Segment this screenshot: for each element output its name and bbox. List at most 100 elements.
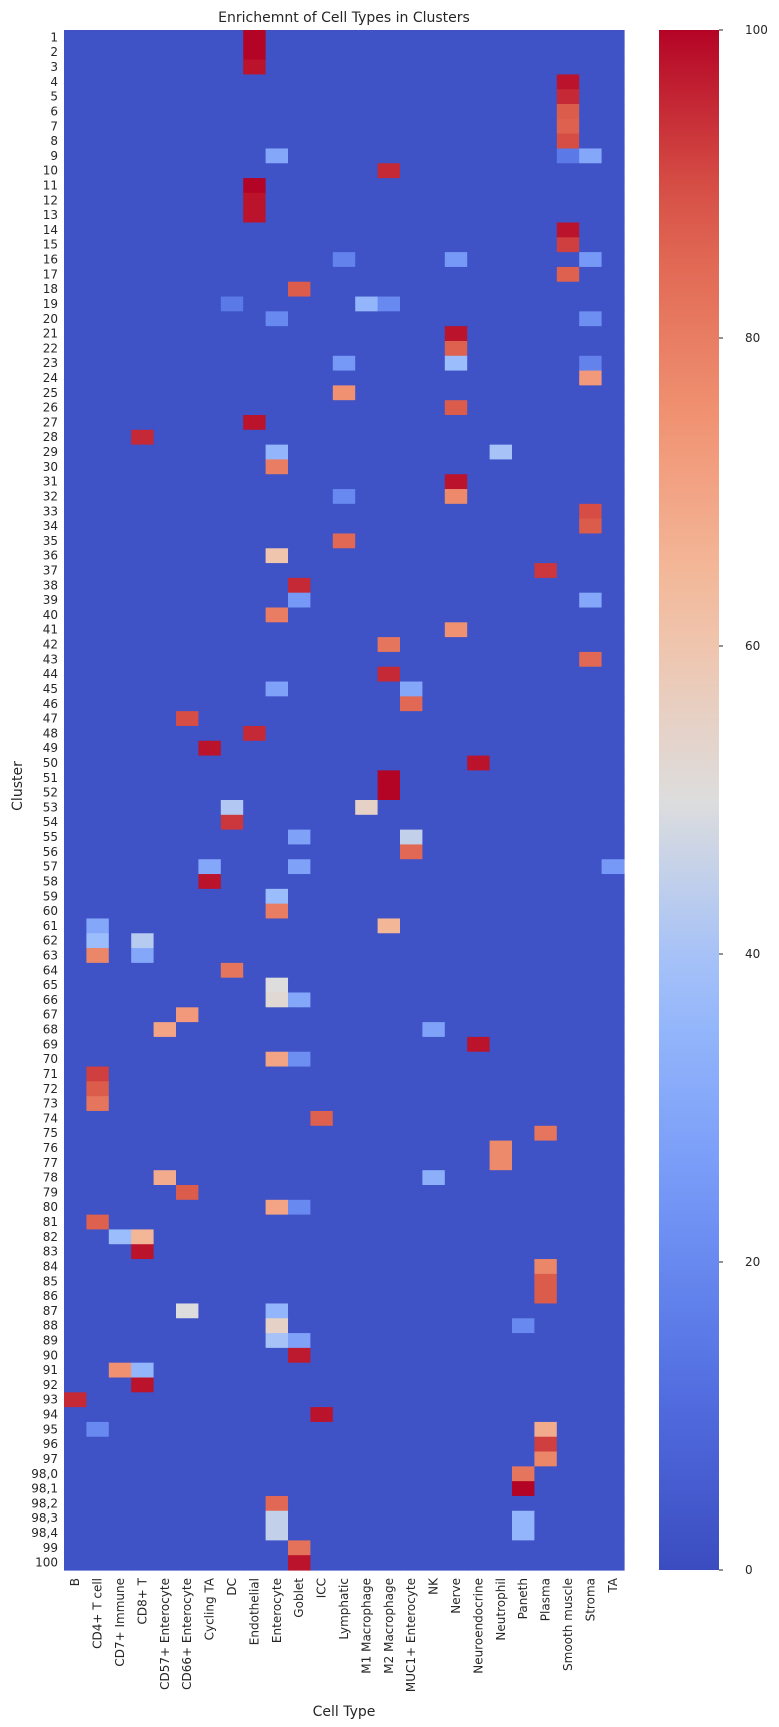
heatmap-cell: [534, 829, 558, 846]
heatmap-cell: [198, 1066, 222, 1082]
heatmap-cell: [489, 755, 513, 771]
heatmap-cell: [288, 118, 311, 135]
heatmap-cell: [512, 1022, 535, 1038]
heatmap-cell: [131, 1407, 155, 1423]
heatmap-cell: [310, 874, 334, 890]
heatmap-cell: [422, 207, 446, 224]
heatmap-cell: [153, 1377, 177, 1393]
heatmap-cell: [556, 370, 580, 386]
heatmap-cell: [556, 1199, 580, 1216]
heatmap-cell: [265, 281, 289, 298]
heatmap-cell: [422, 178, 446, 194]
heatmap-cell: [288, 874, 311, 890]
heatmap-cell: [377, 30, 401, 46]
heatmap-cell: [467, 1066, 491, 1082]
heatmap-cell: [332, 933, 356, 949]
heatmap-cell: [601, 1303, 625, 1319]
heatmap-cell: [64, 133, 87, 150]
heatmap-cell: [556, 1362, 580, 1379]
heatmap-cell: [332, 459, 356, 475]
heatmap-cell: [422, 577, 446, 594]
column-tick-labels: B CD4+ T cell CD7+ Immune CD8+ T CD57+ Enter…: [68, 1577, 620, 1692]
heatmap-cell: [86, 1185, 110, 1201]
heatmap-cell: [332, 207, 356, 224]
heatmap-cell: [310, 1510, 334, 1527]
heatmap-cell: [556, 429, 580, 446]
heatmap-cell: [310, 1392, 334, 1408]
heatmap-cell: [64, 192, 87, 209]
heatmap-cell: [198, 948, 222, 964]
heatmap-cell: [153, 1451, 177, 1467]
heatmap-cell: [601, 977, 625, 994]
heatmap-cell: [153, 1362, 177, 1379]
heatmap-cell: [377, 1125, 401, 1142]
heatmap-cell: [579, 311, 603, 327]
heatmap-cell: [220, 1259, 244, 1275]
heatmap-cell: [400, 1170, 423, 1186]
heatmap-cell: [243, 400, 267, 416]
heatmap-cell: [489, 59, 513, 76]
heatmap-cell: [556, 1214, 580, 1231]
heatmap-cell: [512, 281, 535, 298]
heatmap-cell: [355, 340, 379, 357]
heatmap-cell: [176, 725, 199, 742]
heatmap-cell: [198, 1229, 222, 1245]
heatmap-cell: [534, 725, 558, 742]
heatmap-cell: [198, 178, 222, 194]
heatmap-cell: [288, 1377, 311, 1393]
heatmap-cell: [108, 340, 132, 357]
row-tick-label: 99: [43, 1541, 58, 1555]
heatmap-cell: [243, 874, 267, 890]
heatmap-cell: [355, 1036, 379, 1053]
heatmap-cell: [534, 1392, 558, 1408]
row-tick-label: 73: [43, 1097, 58, 1111]
heatmap-cell: [512, 222, 535, 238]
row-tick-label: 20: [43, 312, 58, 326]
heatmap-cell: [131, 1288, 155, 1305]
heatmap-cell: [556, 903, 580, 920]
heatmap-cell: [265, 222, 289, 238]
heatmap-cell: [220, 1110, 244, 1127]
heatmap-cell: [444, 459, 468, 475]
heatmap-cell: [288, 607, 311, 623]
heatmap-cell: [556, 740, 580, 757]
heatmap-cell: [176, 800, 199, 816]
heatmap-cell: [220, 1125, 244, 1142]
heatmap-cell: [355, 1170, 379, 1186]
heatmap-cell: [377, 859, 401, 875]
heatmap-cell: [153, 533, 177, 549]
heatmap-cell: [355, 933, 379, 949]
heatmap-cell: [556, 1421, 580, 1438]
heatmap-cell: [377, 1421, 401, 1438]
heatmap-cell: [422, 874, 446, 890]
heatmap-cell: [332, 59, 356, 76]
heatmap-cell: [131, 207, 155, 224]
heatmap-cell: [556, 725, 580, 742]
heatmap-cell: [422, 800, 446, 816]
heatmap-cell: [355, 444, 379, 461]
heatmap-cell: [243, 1481, 267, 1497]
heatmap-cell: [176, 1125, 199, 1142]
heatmap-cell: [579, 918, 603, 934]
row-tick-label: 7: [50, 119, 58, 133]
heatmap-cell: [400, 1051, 423, 1068]
heatmap-cell: [310, 1540, 334, 1556]
heatmap-cell: [64, 577, 87, 594]
heatmap-cell: [422, 1481, 446, 1497]
row-tick-label: 64: [43, 963, 58, 977]
heatmap-cell: [153, 311, 177, 327]
heatmap-cell: [288, 696, 311, 712]
heatmap-cell: [265, 1125, 289, 1142]
heatmap-cell: [422, 1022, 446, 1038]
heatmap-cell: [556, 785, 580, 801]
heatmap-cell: [108, 1125, 132, 1142]
heatmap-cell: [220, 489, 244, 505]
heatmap-cell: [534, 607, 558, 623]
heatmap-cell: [489, 503, 513, 520]
heatmap-cell: [153, 1495, 177, 1512]
heatmap-cell: [579, 1022, 603, 1038]
heatmap-cell: [153, 1051, 177, 1068]
heatmap-cell: [86, 1436, 110, 1453]
heatmap-cell: [288, 429, 311, 446]
heatmap-cell: [377, 622, 401, 638]
